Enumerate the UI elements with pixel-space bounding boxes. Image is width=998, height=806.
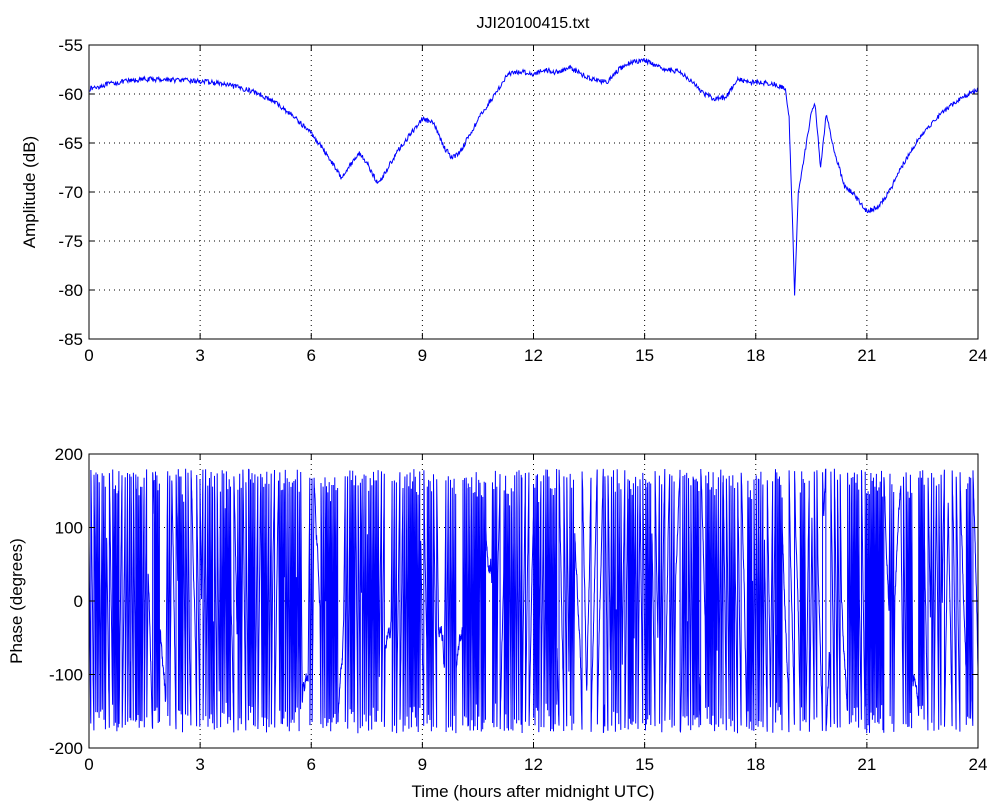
phase-xtick-label: 12 [524, 755, 543, 774]
amplitude-xtick-label: 15 [635, 346, 654, 365]
amplitude-xtick-label: 18 [746, 346, 765, 365]
phase-xtick-label: 9 [418, 755, 427, 774]
phase-xtick-label: 15 [635, 755, 654, 774]
amplitude-ytick-label: -70 [58, 183, 83, 202]
phase-xtick-label: 6 [307, 755, 316, 774]
amplitude-xtick-label: 9 [418, 346, 427, 365]
phase-xlabel: Time (hours after midnight UTC) [411, 782, 654, 801]
amplitude-xtick-label: 3 [195, 346, 204, 365]
phase-ytick-label: 200 [55, 445, 83, 464]
amplitude-xtick-label: 24 [969, 346, 988, 365]
amplitude-title: JJI20100415.txt [477, 15, 591, 32]
phase-panel: 0 3 6 9 12 15 18 21 24 -200 -100 0 100 200 Phase (deg… [7, 445, 987, 801]
amplitude-ytick-label: -75 [58, 232, 83, 251]
amplitude-series-line [89, 57, 978, 296]
phase-ytick-label: 0 [74, 592, 83, 611]
amplitude-xtick-label: 6 [307, 346, 316, 365]
amplitude-grid [89, 45, 978, 339]
phase-ytick-label: -100 [49, 666, 83, 685]
phase-xtick-label: 3 [195, 755, 204, 774]
amplitude-ticks: 0 3 6 9 12 15 18 21 24 -85 -80 -75 -70 -65 -60 -55 [58, 36, 987, 365]
amplitude-panel: JJI20100415.txt 0 3 6 9 12 15 18 21 24 -85 -80 -75 -… [20, 15, 987, 365]
phase-series-group [89, 468, 978, 734]
phase-ytick-label: -200 [49, 739, 83, 758]
phase-xtick-label: 0 [84, 755, 93, 774]
phase-ticks: 0 3 6 9 12 15 18 21 24 -200 -100 0 100 200 [49, 445, 987, 774]
amplitude-ytick-label: -80 [58, 281, 83, 300]
amplitude-xtick-label: 21 [857, 346, 876, 365]
amplitude-ytick-label: -55 [58, 36, 83, 55]
amplitude-xtick-label: 12 [524, 346, 543, 365]
amplitude-ylabel: Amplitude (dB) [20, 136, 39, 248]
phase-xtick-label: 18 [746, 755, 765, 774]
amplitude-xtick-label: 0 [84, 346, 93, 365]
amplitude-ytick-label: -65 [58, 134, 83, 153]
phase-ytick-label: 100 [55, 519, 83, 538]
phase-ylabel: Phase (degrees) [7, 538, 26, 664]
amplitude-ytick-label: -85 [58, 330, 83, 349]
phase-series-line [89, 468, 978, 734]
amplitude-ytick-label: -60 [58, 85, 83, 104]
amplitude-series-group [89, 57, 978, 296]
phase-xtick-label: 24 [969, 755, 988, 774]
phase-xtick-label: 21 [857, 755, 876, 774]
